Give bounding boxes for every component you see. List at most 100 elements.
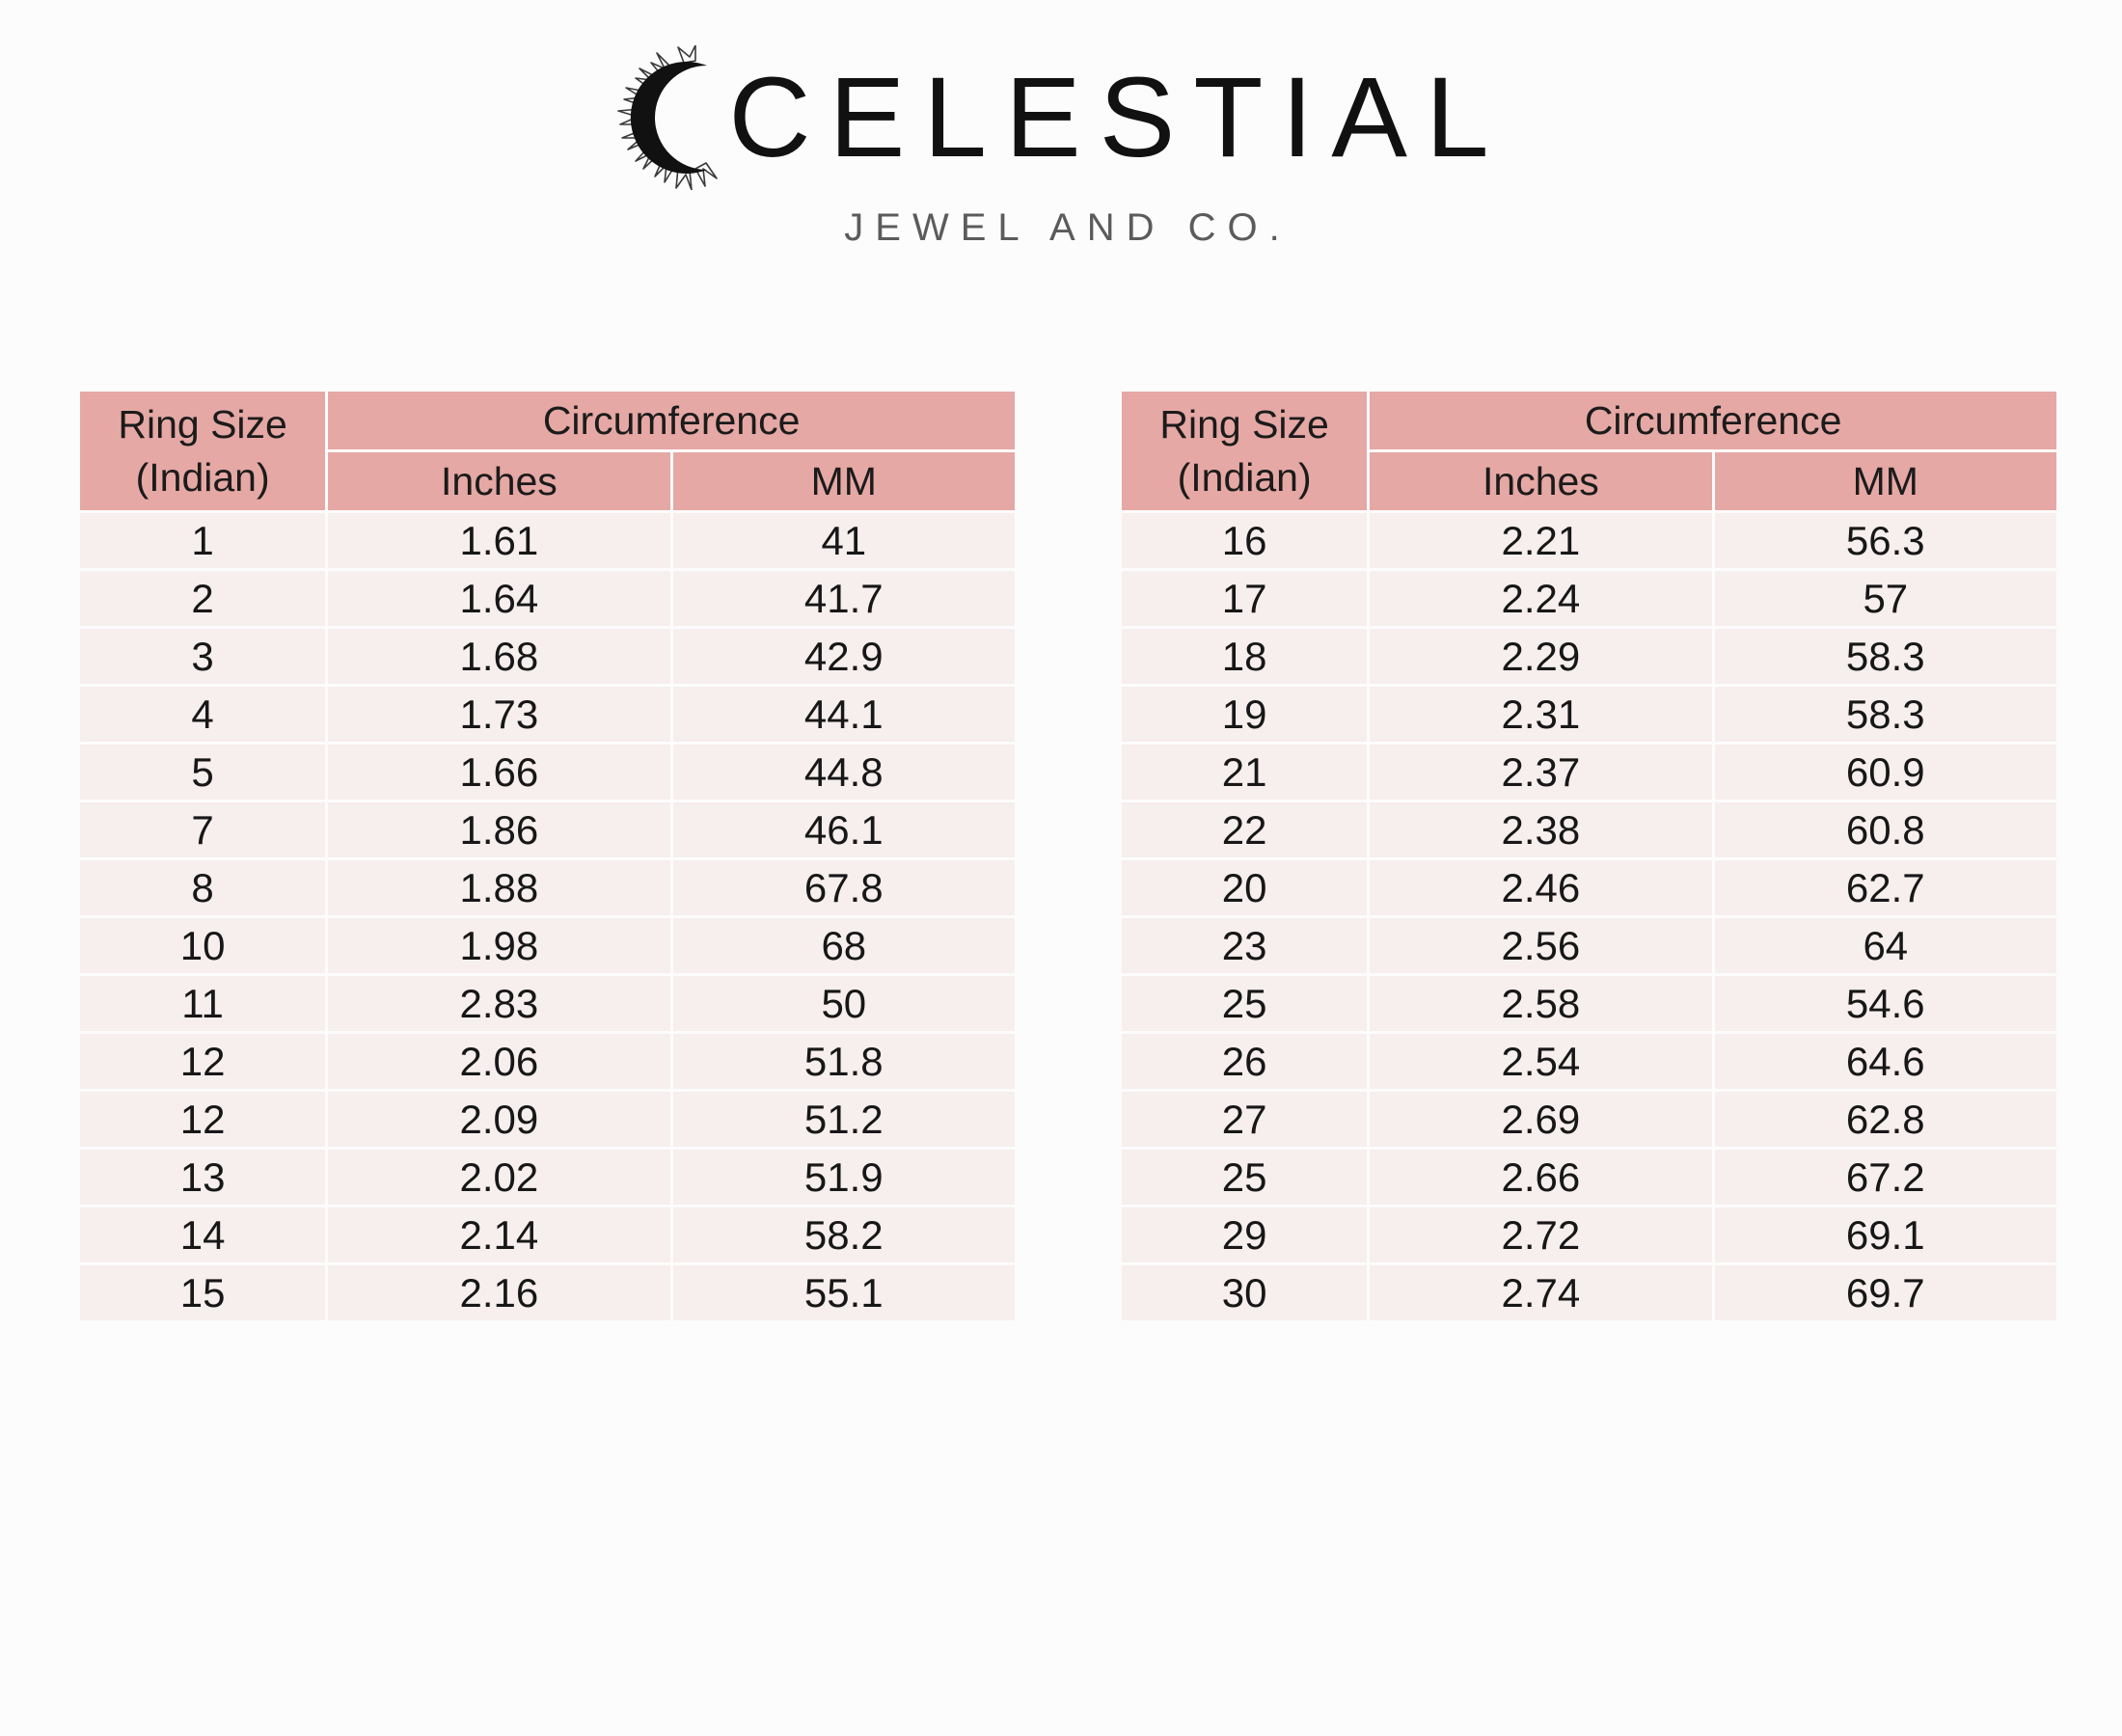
table-row: 25 2.66 67.2 bbox=[1122, 1150, 2056, 1205]
table-row: 7 1.86 46.1 bbox=[80, 802, 1015, 857]
cell-ring-size: 14 bbox=[80, 1207, 326, 1262]
cell-ring-size: 23 bbox=[1122, 918, 1368, 973]
brand-wordmark-row: CELESTIAL bbox=[0, 45, 2122, 190]
header-row-secondary: Inches MM bbox=[1122, 452, 2056, 510]
brand-name: CELESTIAL bbox=[728, 54, 1508, 181]
cell-ring-size: 25 bbox=[1122, 1150, 1368, 1205]
cell-mm: 58.2 bbox=[672, 1207, 1015, 1262]
cell-inches: 1.98 bbox=[328, 918, 670, 973]
crescent-moon-shape bbox=[631, 62, 708, 174]
cell-inches: 2.74 bbox=[1370, 1265, 1712, 1320]
header-mm: MM bbox=[1714, 452, 2056, 510]
cell-ring-size: 26 bbox=[1122, 1034, 1368, 1089]
cell-mm: 62.8 bbox=[1714, 1092, 2056, 1147]
cell-inches: 2.06 bbox=[328, 1034, 670, 1089]
cell-inches: 2.83 bbox=[328, 976, 670, 1031]
table-row: 10 1.98 68 bbox=[80, 918, 1015, 973]
cell-inches: 2.02 bbox=[328, 1150, 670, 1205]
cell-ring-size: 5 bbox=[80, 745, 326, 800]
table-row: 4 1.73 44.1 bbox=[80, 687, 1015, 742]
cell-mm: 69.1 bbox=[1714, 1207, 2056, 1262]
cell-mm: 67.2 bbox=[1714, 1150, 2056, 1205]
cell-inches: 2.14 bbox=[328, 1207, 670, 1262]
cell-mm: 64.6 bbox=[1714, 1034, 2056, 1089]
table-row: 16 2.21 56.3 bbox=[1122, 513, 2056, 568]
cell-ring-size: 12 bbox=[80, 1034, 326, 1089]
header-ring-size: Ring Size (Indian) bbox=[1122, 392, 1368, 510]
cell-ring-size: 30 bbox=[1122, 1265, 1368, 1320]
cell-mm: 55.1 bbox=[672, 1265, 1015, 1320]
cell-mm: 68 bbox=[672, 918, 1015, 973]
cell-ring-size: 13 bbox=[80, 1150, 326, 1205]
cell-mm: 58.3 bbox=[1714, 629, 2056, 684]
table-body-right: 16 2.21 56.3 17 2.24 57 18 2.29 58.3 19 2.31 58.… bbox=[1122, 513, 2056, 1320]
cell-inches: 1.73 bbox=[328, 687, 670, 742]
sun-moon-icon bbox=[617, 45, 719, 190]
cell-inches: 2.09 bbox=[328, 1092, 670, 1147]
table-row: 18 2.29 58.3 bbox=[1122, 629, 2056, 684]
cell-inches: 2.46 bbox=[1370, 860, 1712, 915]
brand-tagline: JEWEL AND CO. bbox=[844, 206, 1292, 249]
cell-ring-size: 22 bbox=[1122, 802, 1368, 857]
cell-mm: 51.8 bbox=[672, 1034, 1015, 1089]
cell-ring-size: 8 bbox=[80, 860, 326, 915]
cell-mm: 64 bbox=[1714, 918, 2056, 973]
cell-inches: 1.86 bbox=[328, 802, 670, 857]
table-row: 11 2.83 50 bbox=[80, 976, 1015, 1031]
cell-ring-size: 21 bbox=[1122, 745, 1368, 800]
cell-inches: 2.58 bbox=[1370, 976, 1712, 1031]
ring-size-table-left: Ring Size (Indian) Circumference Inches … bbox=[77, 389, 1018, 1323]
cell-mm: 67.8 bbox=[672, 860, 1015, 915]
cell-ring-size: 16 bbox=[1122, 513, 1368, 568]
table-row: 27 2.69 62.8 bbox=[1122, 1092, 2056, 1147]
header-circumference: Circumference bbox=[328, 392, 1015, 449]
header-row-primary: Ring Size (Indian) Circumference bbox=[80, 392, 1015, 510]
cell-ring-size: 12 bbox=[80, 1092, 326, 1147]
cell-mm: 42.9 bbox=[672, 629, 1015, 684]
cell-ring-size: 29 bbox=[1122, 1207, 1368, 1262]
cell-ring-size: 10 bbox=[80, 918, 326, 973]
cell-inches: 2.37 bbox=[1370, 745, 1712, 800]
table-row: 2 1.64 41.7 bbox=[80, 571, 1015, 626]
table-row: 26 2.54 64.6 bbox=[1122, 1034, 2056, 1089]
cell-mm: 51.2 bbox=[672, 1092, 1015, 1147]
table-row: 30 2.74 69.7 bbox=[1122, 1265, 2056, 1320]
header-row-secondary: Inches MM bbox=[80, 452, 1015, 510]
cell-mm: 60.8 bbox=[1714, 802, 2056, 857]
cell-ring-size: 27 bbox=[1122, 1092, 1368, 1147]
cell-ring-size: 1 bbox=[80, 513, 326, 568]
brand-logo: CELESTIAL JEWEL AND CO. bbox=[0, 45, 2122, 250]
header-circumference: Circumference bbox=[1370, 392, 2056, 449]
table-row: 5 1.66 44.8 bbox=[80, 745, 1015, 800]
cell-ring-size: 3 bbox=[80, 629, 326, 684]
cell-mm: 60.9 bbox=[1714, 745, 2056, 800]
table-head-right: Ring Size (Indian) Circumference Inches … bbox=[1122, 392, 2056, 510]
ring-size-table-right: Ring Size (Indian) Circumference Inches … bbox=[1119, 389, 2059, 1323]
table-row: 22 2.38 60.8 bbox=[1122, 802, 2056, 857]
cell-ring-size: 2 bbox=[80, 571, 326, 626]
cell-inches: 2.38 bbox=[1370, 802, 1712, 857]
cell-inches: 1.88 bbox=[328, 860, 670, 915]
cell-mm: 44.8 bbox=[672, 745, 1015, 800]
cell-inches: 2.56 bbox=[1370, 918, 1712, 973]
cell-inches: 2.54 bbox=[1370, 1034, 1712, 1089]
table-head-left: Ring Size (Indian) Circumference Inches … bbox=[80, 392, 1015, 510]
header-mm: MM bbox=[672, 452, 1015, 510]
cell-inches: 2.29 bbox=[1370, 629, 1712, 684]
cell-ring-size: 15 bbox=[80, 1265, 326, 1320]
table-row: 8 1.88 67.8 bbox=[80, 860, 1015, 915]
cell-ring-size: 11 bbox=[80, 976, 326, 1031]
cell-mm: 46.1 bbox=[672, 802, 1015, 857]
table-row: 12 2.06 51.8 bbox=[80, 1034, 1015, 1089]
cell-mm: 41.7 bbox=[672, 571, 1015, 626]
table-row: 14 2.14 58.2 bbox=[80, 1207, 1015, 1262]
table-row: 25 2.58 54.6 bbox=[1122, 976, 2056, 1031]
cell-mm: 56.3 bbox=[1714, 513, 2056, 568]
table-row: 23 2.56 64 bbox=[1122, 918, 2056, 973]
cell-inches: 2.31 bbox=[1370, 687, 1712, 742]
cell-ring-size: 4 bbox=[80, 687, 326, 742]
table-row: 19 2.31 58.3 bbox=[1122, 687, 2056, 742]
header-row-primary: Ring Size (Indian) Circumference bbox=[1122, 392, 2056, 510]
cell-inches: 2.72 bbox=[1370, 1207, 1712, 1262]
